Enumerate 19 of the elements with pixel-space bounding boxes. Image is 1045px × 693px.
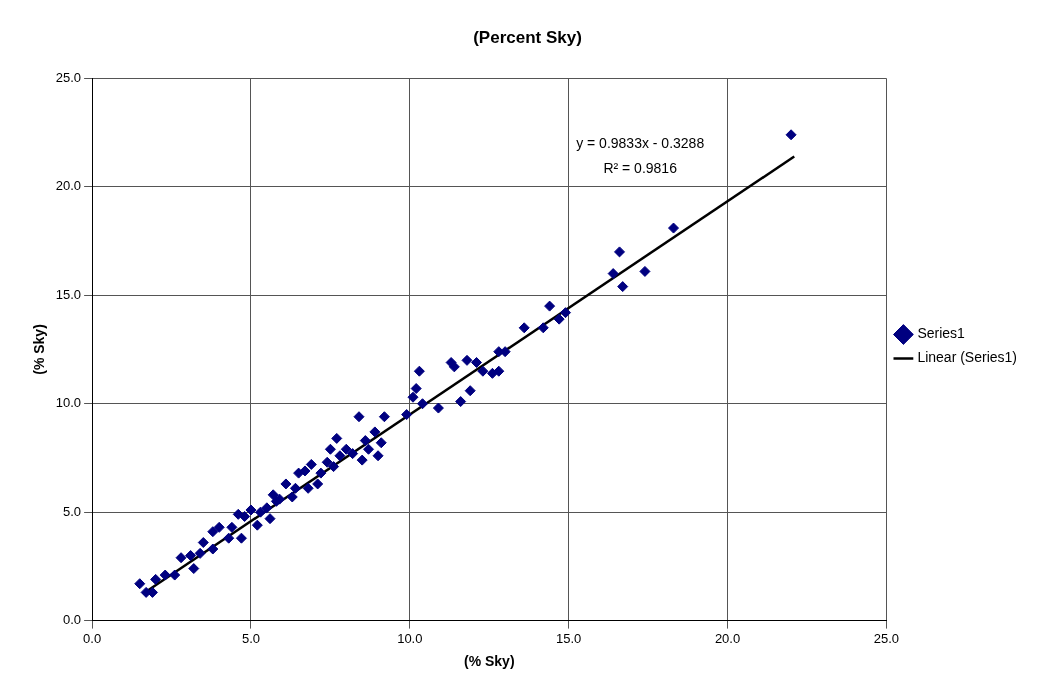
y-axis-title: (% Sky) [31, 324, 48, 375]
x-tick-label: 5.0 [241, 630, 260, 646]
x-tick-label: 10.0 [397, 630, 423, 646]
legend-label: Linear (Series1) [917, 349, 1018, 366]
x-tick-label: 25.0 [873, 630, 900, 646]
y-tick-label: 10.0 [55, 395, 82, 411]
annotation: y = 0.9833x - 0.3288 [576, 135, 705, 152]
y-tick-label: 25.0 [55, 69, 82, 85]
x-axis-title: (% Sky) [463, 653, 515, 670]
x-tick-label: 15.0 [556, 630, 582, 646]
x-tick-label: 20.0 [714, 630, 741, 646]
legend-label: Series1 [917, 325, 966, 342]
y-tick-label: 0.0 [63, 612, 82, 628]
x-tick-label: 0.0 [83, 630, 102, 646]
chart-title: (Percent Sky) [473, 27, 582, 47]
y-tick-label: 15.0 [55, 286, 82, 302]
y-tick-label: 20.0 [55, 178, 82, 194]
y-tick-label: 5.0 [63, 503, 82, 519]
annotation: R² = 0.9816 [603, 160, 678, 177]
